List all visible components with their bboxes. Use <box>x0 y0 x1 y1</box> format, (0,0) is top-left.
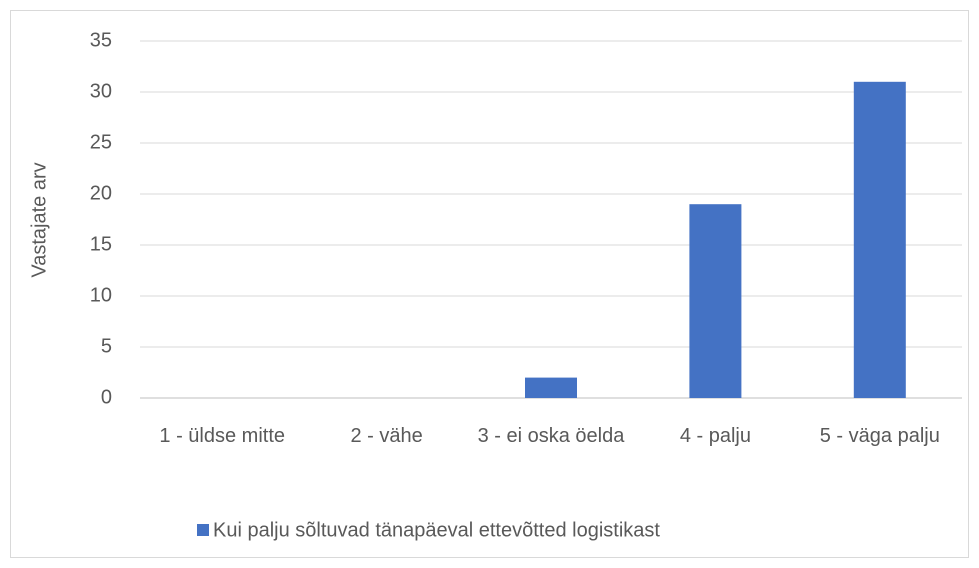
legend-label: Kui palju sõltuvad tänapäeval ettevõtted… <box>213 519 660 541</box>
x-tick-label: 1 - üldse mitte <box>159 425 285 447</box>
x-tick-label: 5 - väga palju <box>820 425 940 447</box>
x-tick-label: 3 - ei oska öelda <box>478 425 626 447</box>
chart-border <box>10 10 969 558</box>
y-axis-title: Vastajate arv <box>28 162 50 277</box>
x-tick-label: 4 - palju <box>680 425 751 447</box>
bar <box>853 81 906 399</box>
legend-swatch <box>197 524 209 536</box>
y-tick-label: 30 <box>90 80 112 102</box>
y-tick-label: 15 <box>90 233 112 255</box>
bar <box>525 377 577 398</box>
bar <box>689 204 742 398</box>
x-tick-label: 2 - vähe <box>350 425 422 447</box>
y-tick-label: 5 <box>101 335 112 357</box>
y-tick-label: 20 <box>90 182 112 204</box>
y-tick-label: 25 <box>90 131 112 153</box>
y-tick-label: 0 <box>101 386 112 408</box>
y-tick-label: 35 <box>90 29 112 51</box>
y-tick-label: 10 <box>90 284 112 306</box>
